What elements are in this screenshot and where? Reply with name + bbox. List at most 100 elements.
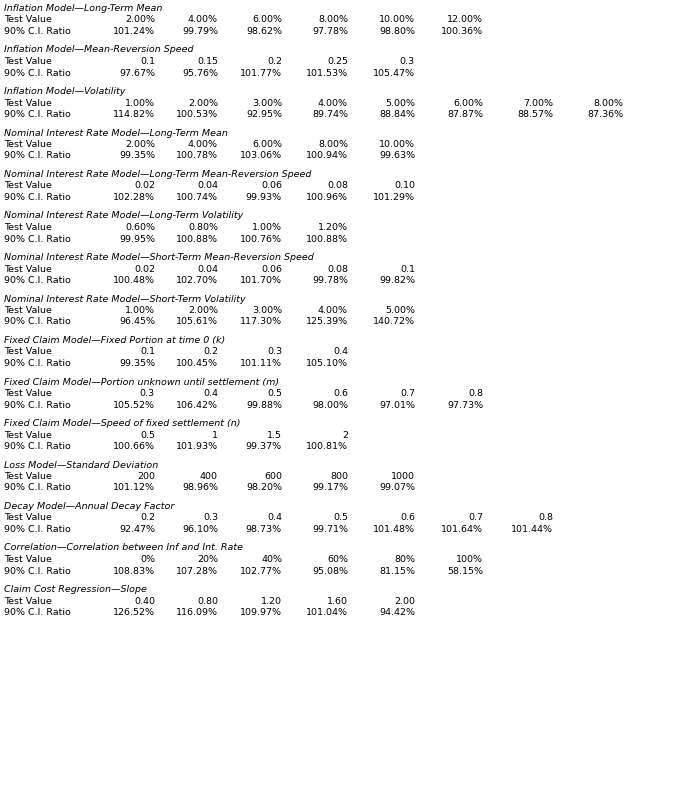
Text: Test Value: Test Value (4, 555, 52, 564)
Text: 2.00: 2.00 (394, 596, 415, 606)
Text: 99.35%: 99.35% (119, 151, 155, 160)
Text: 100.78%: 100.78% (176, 151, 218, 160)
Text: 90% C.I. Ratio: 90% C.I. Ratio (4, 193, 71, 202)
Text: 101.48%: 101.48% (373, 525, 415, 534)
Text: 4.00%: 4.00% (318, 99, 348, 108)
Text: 4.00%: 4.00% (318, 306, 348, 315)
Text: 0.4: 0.4 (333, 347, 348, 356)
Text: 0.06: 0.06 (261, 265, 282, 274)
Text: Test Value: Test Value (4, 389, 52, 398)
Text: 58.15%: 58.15% (447, 566, 483, 575)
Text: 101.53%: 101.53% (306, 69, 348, 78)
Text: 0.2: 0.2 (203, 347, 218, 356)
Text: 98.00%: 98.00% (312, 400, 348, 410)
Text: 98.73%: 98.73% (246, 525, 282, 534)
Text: Test Value: Test Value (4, 347, 52, 356)
Text: 102.70%: 102.70% (176, 276, 218, 285)
Text: 0.7: 0.7 (468, 514, 483, 522)
Text: 0.6: 0.6 (333, 389, 348, 398)
Text: 1.00%: 1.00% (125, 306, 155, 315)
Text: 99.63%: 99.63% (379, 151, 415, 160)
Text: Test Value: Test Value (4, 514, 52, 522)
Text: 102.77%: 102.77% (240, 566, 282, 575)
Text: Nominal Interest Rate Model—Short-Term Volatility: Nominal Interest Rate Model—Short-Term V… (4, 295, 245, 304)
Text: 2.00%: 2.00% (125, 140, 155, 149)
Text: 40%: 40% (261, 555, 282, 564)
Text: 0.06: 0.06 (261, 181, 282, 190)
Text: 0%: 0% (140, 555, 155, 564)
Text: 101.64%: 101.64% (441, 525, 483, 534)
Text: 1.5: 1.5 (267, 430, 282, 440)
Text: 105.52%: 105.52% (113, 400, 155, 410)
Text: 4.00%: 4.00% (188, 140, 218, 149)
Text: 0.5: 0.5 (267, 389, 282, 398)
Text: 140.72%: 140.72% (373, 318, 415, 326)
Text: 12.00%: 12.00% (447, 15, 483, 24)
Text: 105.47%: 105.47% (373, 69, 415, 78)
Text: Test Value: Test Value (4, 265, 52, 274)
Text: Inflation Model—Long-Term Mean: Inflation Model—Long-Term Mean (4, 4, 163, 13)
Text: Nominal Interest Rate Model—Short-Term Mean-Reversion Speed: Nominal Interest Rate Model—Short-Term M… (4, 253, 313, 262)
Text: 102.28%: 102.28% (113, 193, 155, 202)
Text: 5.00%: 5.00% (385, 306, 415, 315)
Text: Test Value: Test Value (4, 99, 52, 108)
Text: Inflation Model—Mean-Reversion Speed: Inflation Model—Mean-Reversion Speed (4, 45, 194, 54)
Text: 99.93%: 99.93% (246, 193, 282, 202)
Text: 126.52%: 126.52% (113, 608, 155, 617)
Text: Decay Model—Annual Decay Factor: Decay Model—Annual Decay Factor (4, 502, 174, 511)
Text: 1.00%: 1.00% (125, 99, 155, 108)
Text: 99.78%: 99.78% (312, 276, 348, 285)
Text: 2.00%: 2.00% (125, 15, 155, 24)
Text: 98.20%: 98.20% (246, 484, 282, 492)
Text: 88.84%: 88.84% (379, 110, 415, 119)
Text: 94.42%: 94.42% (379, 608, 415, 617)
Text: Test Value: Test Value (4, 472, 52, 481)
Text: 105.10%: 105.10% (306, 359, 348, 368)
Text: 1000: 1000 (391, 472, 415, 481)
Text: 60%: 60% (327, 555, 348, 564)
Text: 90% C.I. Ratio: 90% C.I. Ratio (4, 442, 71, 451)
Text: 6.00%: 6.00% (453, 99, 483, 108)
Text: 200: 200 (137, 472, 155, 481)
Text: 6.00%: 6.00% (252, 15, 282, 24)
Text: 5.00%: 5.00% (385, 99, 415, 108)
Text: 98.96%: 98.96% (182, 484, 218, 492)
Text: 100.96%: 100.96% (306, 193, 348, 202)
Text: Test Value: Test Value (4, 181, 52, 190)
Text: 6.00%: 6.00% (252, 140, 282, 149)
Text: 107.28%: 107.28% (176, 566, 218, 575)
Text: 81.15%: 81.15% (379, 566, 415, 575)
Text: 97.78%: 97.78% (312, 27, 348, 36)
Text: 90% C.I. Ratio: 90% C.I. Ratio (4, 110, 71, 119)
Text: 2.00%: 2.00% (188, 99, 218, 108)
Text: 99.88%: 99.88% (246, 400, 282, 410)
Text: 101.70%: 101.70% (240, 276, 282, 285)
Text: 106.42%: 106.42% (176, 400, 218, 410)
Text: 0.02: 0.02 (134, 265, 155, 274)
Text: 87.36%: 87.36% (587, 110, 623, 119)
Text: 1: 1 (212, 430, 218, 440)
Text: 0.08: 0.08 (327, 265, 348, 274)
Text: 95.08%: 95.08% (312, 566, 348, 575)
Text: 0.80%: 0.80% (188, 223, 218, 232)
Text: Loss Model—Standard Deviation: Loss Model—Standard Deviation (4, 461, 158, 470)
Text: 1.20%: 1.20% (318, 223, 348, 232)
Text: 96.10%: 96.10% (182, 525, 218, 534)
Text: 99.82%: 99.82% (379, 276, 415, 285)
Text: 0.10: 0.10 (394, 181, 415, 190)
Text: 0.80: 0.80 (197, 596, 218, 606)
Text: 99.07%: 99.07% (379, 484, 415, 492)
Text: 0.8: 0.8 (538, 514, 553, 522)
Text: 99.95%: 99.95% (119, 235, 155, 244)
Text: 2: 2 (342, 430, 348, 440)
Text: Test Value: Test Value (4, 306, 52, 315)
Text: 100.88%: 100.88% (306, 235, 348, 244)
Text: 101.24%: 101.24% (113, 27, 155, 36)
Text: 105.61%: 105.61% (176, 318, 218, 326)
Text: 7.00%: 7.00% (523, 99, 553, 108)
Text: 90% C.I. Ratio: 90% C.I. Ratio (4, 276, 71, 285)
Text: 0.04: 0.04 (197, 265, 218, 274)
Text: Test Value: Test Value (4, 223, 52, 232)
Text: 0.1: 0.1 (140, 57, 155, 66)
Text: 99.35%: 99.35% (119, 359, 155, 368)
